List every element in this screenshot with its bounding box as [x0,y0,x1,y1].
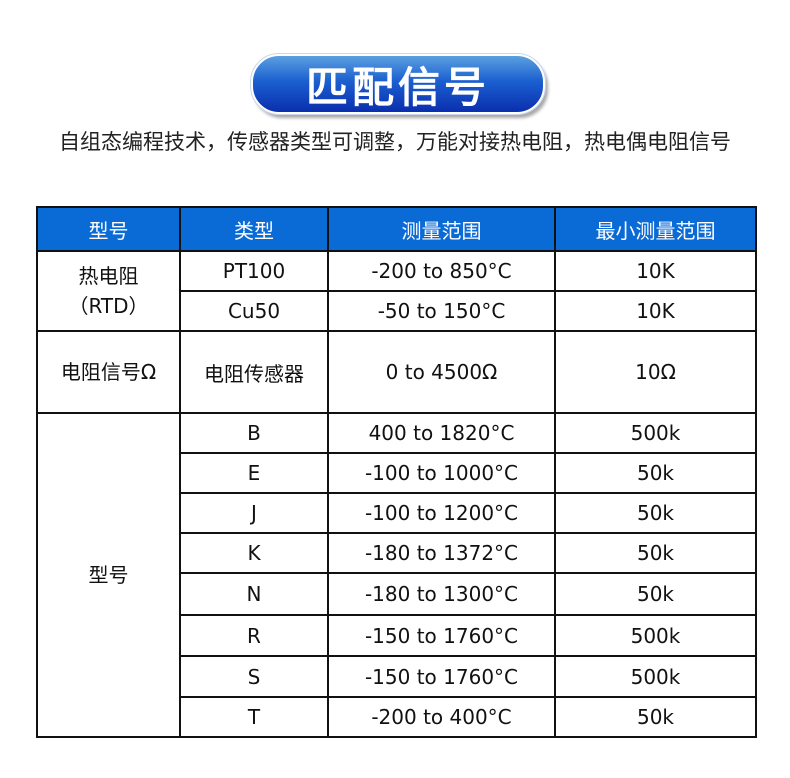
range-cell: -50 to 150°C [327,290,556,332]
range-cell: -150 to 1760°C [327,655,556,698]
min-range-cell: 50k [554,492,757,534]
type-cell: Cu50 [179,290,329,332]
type-cell: T [179,696,329,738]
min-range-cell: 500k [554,655,757,698]
min-range-cell: 500k [554,614,757,657]
type-cell: PT100 [179,250,329,292]
range-cell: 0 to 4500Ω [327,330,556,414]
type-cell: K [179,532,329,574]
min-range-cell: 10Ω [554,330,757,414]
range-cell: 400 to 1820°C [327,412,556,454]
min-range-cell: 50k [554,452,757,494]
table-row: R -150 to 1760°C 500k [37,614,757,657]
table-row: J -100 to 1200°C 50k [37,492,757,534]
table-row: E -100 to 1000°C 50k [37,452,757,494]
type-cell: N [179,572,329,616]
min-range-cell: 50k [554,572,757,616]
table-row: 热电阻 （RTD） PT100 -200 to 850°C 10K [36,250,757,332]
range-cell: -180 to 1300°C [327,572,556,616]
type-cell: J [179,492,329,534]
range-cell: -180 to 1372°C [327,532,556,574]
min-range-cell: 50k [554,696,757,738]
description: 自组态编程技术，传感器类型可调整，万能对接热电阻，热电偶电阻信号 [59,130,731,154]
min-range-cell: 50k [554,532,757,574]
table-row: T -200 to 400°C 50k [37,696,757,738]
group-label: 电阻信号Ω [36,330,181,414]
table-row: 型号 B 400 to 1820°C 500k [36,412,757,738]
group-label: 热电阻 （RTD） [36,250,181,332]
table-row: Cu50 -50 to 150°C 10K [37,290,757,332]
page-title: 匹配信号 [305,62,490,112]
range-cell: -150 to 1760°C [327,614,556,657]
range-cell: -200 to 400°C [327,696,556,738]
table-row: 电阻信号Ω 电阻传感器 0 to 4500Ω 10Ω [36,330,757,414]
header-range: 测量范围 [327,206,556,252]
table-row: K -180 to 1372°C 50k [37,532,757,574]
table-header-row: 型号 类型 测量范围 最小测量范围 [36,206,757,252]
header-min-range: 最小测量范围 [554,206,757,252]
group-label: 型号 [36,412,181,738]
type-cell: R [179,614,329,657]
range-cell: -100 to 1000°C [327,452,556,494]
type-cell: E [179,452,329,494]
type-cell: B [179,412,329,454]
header-type: 类型 [179,206,329,252]
min-range-cell: 10K [554,250,757,292]
min-range-cell: 500k [554,412,757,454]
min-range-cell: 10K [554,290,757,332]
range-cell: -200 to 850°C [327,250,556,292]
type-cell: S [179,655,329,698]
table-row: N -180 to 1300°C 50k [37,572,757,616]
signal-table: 型号 类型 测量范围 最小测量范围 热电阻 （RTD） PT100 -200 to … [36,206,757,738]
table-row: S -150 to 1760°C 500k [37,655,757,698]
title-banner: 匹配信号 [250,53,546,115]
type-cell: 电阻传感器 [179,330,329,414]
header-model: 型号 [36,206,181,252]
range-cell: -100 to 1200°C [327,492,556,534]
